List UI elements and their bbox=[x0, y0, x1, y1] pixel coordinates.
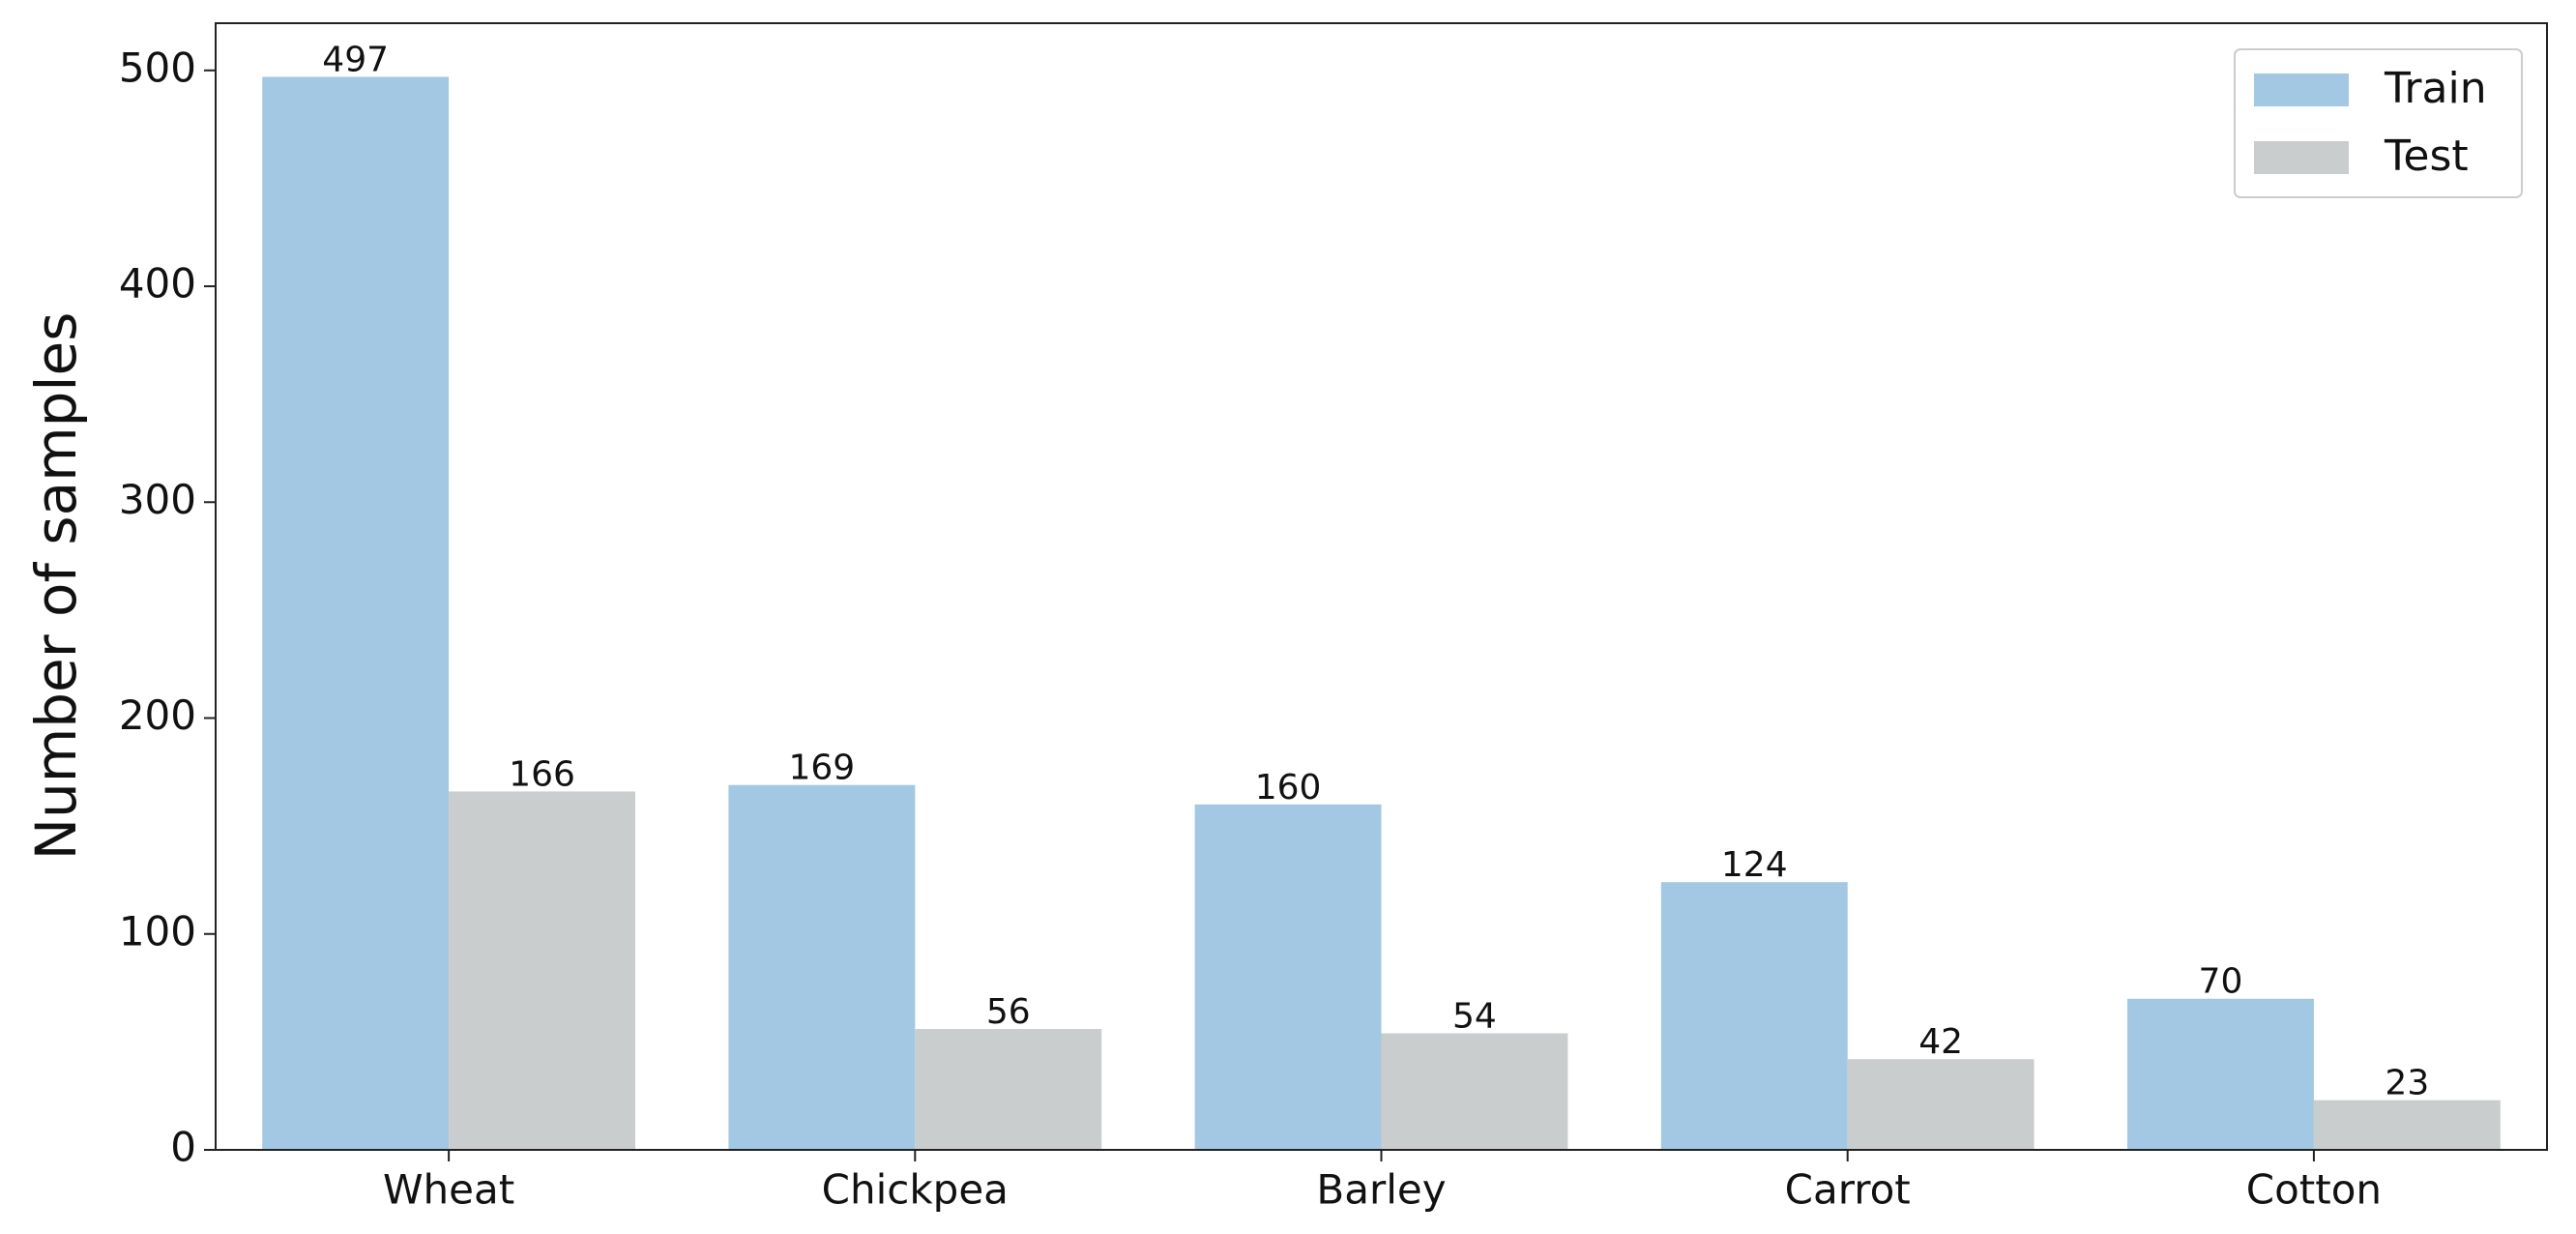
bar bbox=[262, 76, 450, 1150]
value-label: 54 bbox=[1452, 996, 1497, 1036]
x-tick-label: Wheat bbox=[383, 1166, 514, 1214]
legend-label: Train bbox=[2384, 64, 2487, 113]
bar bbox=[1381, 1033, 1568, 1150]
bar bbox=[728, 784, 916, 1150]
y-tick-label: 0 bbox=[170, 1124, 196, 1171]
y-tick-label: 200 bbox=[119, 691, 196, 739]
bar bbox=[2313, 1100, 2501, 1150]
y-tick-label: 500 bbox=[119, 44, 196, 91]
y-axis-label: Number of samples bbox=[23, 312, 89, 861]
value-label: 23 bbox=[2385, 1064, 2429, 1103]
y-tick-label: 400 bbox=[119, 260, 196, 308]
bar bbox=[449, 791, 635, 1150]
value-label: 124 bbox=[1721, 845, 1788, 885]
value-label: 42 bbox=[1918, 1022, 1963, 1062]
bar bbox=[1660, 882, 1848, 1150]
x-tick-label: Barley bbox=[1316, 1166, 1446, 1214]
x-tick-label: Cotton bbox=[2246, 1166, 2382, 1214]
y-tick-label: 300 bbox=[119, 476, 196, 523]
value-label: 497 bbox=[322, 40, 389, 79]
value-label: 166 bbox=[509, 754, 575, 794]
x-tick-label: Chickpea bbox=[822, 1166, 1009, 1214]
legend-swatch bbox=[2254, 141, 2349, 174]
bar bbox=[2127, 998, 2314, 1150]
y-tick-label: 100 bbox=[119, 907, 196, 955]
bar bbox=[915, 1028, 1102, 1150]
legend-label: Test bbox=[2384, 132, 2469, 181]
bar bbox=[1194, 804, 1382, 1150]
bar bbox=[1847, 1059, 2034, 1150]
legend-swatch bbox=[2254, 73, 2349, 106]
value-label: 169 bbox=[789, 749, 856, 788]
plot-frame bbox=[215, 22, 2548, 1151]
x-tick-label: Carrot bbox=[1785, 1166, 1911, 1214]
value-label: 56 bbox=[986, 992, 1031, 1032]
value-label: 160 bbox=[1255, 768, 1322, 808]
value-label: 70 bbox=[2199, 962, 2243, 1002]
